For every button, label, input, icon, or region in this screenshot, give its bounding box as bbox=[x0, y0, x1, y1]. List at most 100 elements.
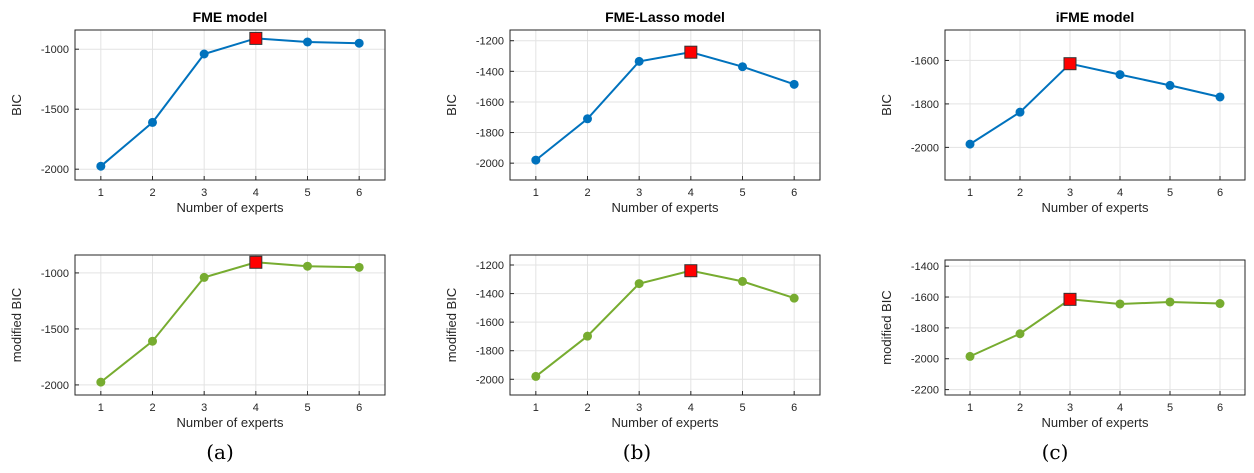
data-point bbox=[1015, 107, 1025, 117]
y-tick-label: -1600 bbox=[476, 97, 504, 109]
x-tick-label: 6 bbox=[1217, 187, 1223, 199]
y-tick-label: -2000 bbox=[911, 354, 939, 366]
data-point bbox=[148, 117, 157, 127]
chart-title: iFME model bbox=[1056, 9, 1135, 25]
data-point bbox=[789, 79, 799, 89]
caption-c: (c) bbox=[1041, 440, 1069, 464]
plot-area bbox=[510, 30, 820, 180]
data-point bbox=[303, 37, 312, 47]
data-point bbox=[1165, 297, 1175, 307]
x-axis-label: Number of experts bbox=[612, 415, 719, 430]
x-tick-label: 6 bbox=[356, 187, 362, 199]
x-tick-label: 6 bbox=[791, 187, 797, 199]
data-point bbox=[1215, 92, 1225, 102]
y-tick-label: -1800 bbox=[911, 99, 939, 111]
x-axis-label: Number of experts bbox=[1042, 200, 1149, 215]
y-tick-label: -1500 bbox=[41, 104, 69, 116]
data-point bbox=[965, 351, 975, 361]
plot-area bbox=[510, 255, 820, 395]
x-axis-label: Number of experts bbox=[177, 415, 284, 430]
y-tick-label: -2200 bbox=[911, 385, 939, 397]
y-tick-label: -1000 bbox=[41, 44, 69, 56]
x-tick-label: 5 bbox=[304, 187, 310, 199]
x-tick-label: 1 bbox=[98, 187, 104, 199]
x-tick-label: 5 bbox=[304, 402, 310, 414]
data-point bbox=[199, 272, 209, 282]
data-point bbox=[531, 371, 541, 381]
y-tick-label: -2000 bbox=[41, 164, 69, 176]
y-axis-label: modified BIC bbox=[879, 290, 894, 364]
y-tick-label: -2000 bbox=[476, 374, 504, 386]
selected-point-marker bbox=[249, 31, 263, 45]
y-tick-label: -2000 bbox=[41, 380, 69, 392]
data-point bbox=[531, 155, 541, 165]
x-axis-label: Number of experts bbox=[1042, 415, 1149, 430]
x-tick-label: 1 bbox=[967, 402, 973, 414]
y-tick-label: -1600 bbox=[911, 292, 939, 304]
data-point bbox=[738, 62, 747, 72]
plot-area bbox=[945, 30, 1245, 180]
x-tick-label: 5 bbox=[1167, 402, 1173, 414]
chart-panel-3: 1 2 3 4 5 6 -2000 -1800 -1600 iFME model Number of… bbox=[879, 9, 1246, 215]
y-tick-label: -1400 bbox=[476, 66, 504, 78]
series-line bbox=[969, 298, 1221, 358]
x-tick-label: 1 bbox=[967, 187, 973, 199]
data-point bbox=[354, 262, 364, 272]
data-point bbox=[1115, 70, 1125, 80]
x-tick-label: 6 bbox=[791, 402, 797, 414]
data-point bbox=[148, 336, 157, 346]
axes-box bbox=[944, 29, 1246, 181]
data-point bbox=[96, 161, 106, 171]
series-line bbox=[535, 51, 795, 161]
x-tick-label: 6 bbox=[1217, 402, 1223, 414]
caption-a: (a) bbox=[206, 440, 234, 464]
x-tick-label: 5 bbox=[1167, 187, 1173, 199]
series-line bbox=[100, 37, 360, 167]
x-tick-label: 2 bbox=[149, 402, 155, 414]
axes-box bbox=[509, 29, 821, 181]
x-axis-label: Number of experts bbox=[612, 200, 719, 215]
x-tick-label: 4 bbox=[253, 402, 259, 414]
x-tick-label: 2 bbox=[1017, 187, 1023, 199]
plot-area bbox=[75, 255, 385, 395]
selected-point-marker bbox=[1063, 292, 1077, 306]
x-tick-label: 3 bbox=[636, 187, 642, 199]
x-tick-label: 5 bbox=[739, 187, 745, 199]
x-tick-label: 3 bbox=[1067, 187, 1073, 199]
y-tick-label: -1800 bbox=[476, 346, 504, 358]
x-axis-label: Number of experts bbox=[177, 200, 284, 215]
selected-point-marker bbox=[684, 264, 698, 278]
x-tick-label: 3 bbox=[636, 402, 642, 414]
x-tick-label: 5 bbox=[739, 402, 745, 414]
chart-panel-2: 1 2 3 4 5 6 -2000 -1800 -1600 -1400 -1200 FME-Lasso… bbox=[444, 9, 821, 215]
plot-area bbox=[75, 30, 385, 180]
x-tick-label: 3 bbox=[201, 402, 207, 414]
y-tick-label: -1500 bbox=[41, 324, 69, 336]
y-tick-label: -1800 bbox=[911, 323, 939, 335]
y-tick-label: -1000 bbox=[41, 268, 69, 280]
axes-box bbox=[509, 254, 821, 396]
selected-point-marker bbox=[684, 45, 698, 59]
y-axis-label: modified BIC bbox=[9, 288, 24, 362]
x-tick-label: 3 bbox=[1067, 402, 1073, 414]
y-axis-label: BIC bbox=[879, 94, 894, 116]
data-point bbox=[1165, 80, 1175, 90]
x-tick-label: 4 bbox=[688, 402, 694, 414]
data-point bbox=[1215, 299, 1225, 309]
x-tick-label: 2 bbox=[149, 187, 155, 199]
series-line bbox=[100, 261, 360, 383]
data-point bbox=[199, 49, 209, 59]
y-tick-label: -2000 bbox=[911, 142, 939, 154]
x-tick-label: 2 bbox=[1017, 402, 1023, 414]
x-tick-label: 4 bbox=[1117, 187, 1123, 199]
chart-title: FME-Lasso model bbox=[605, 9, 725, 25]
y-axis-label: BIC bbox=[444, 94, 459, 116]
y-tick-label: -1400 bbox=[476, 289, 504, 301]
y-axis-label: BIC bbox=[9, 94, 24, 116]
series-line bbox=[969, 62, 1221, 145]
x-tick-label: 2 bbox=[584, 402, 590, 414]
chart-panel-4: 1 2 3 4 5 6 -2000 -1500 -1000 Number of experts mo… bbox=[9, 254, 386, 430]
y-tick-label: -1200 bbox=[476, 36, 504, 48]
y-tick-label: -1200 bbox=[476, 260, 504, 272]
